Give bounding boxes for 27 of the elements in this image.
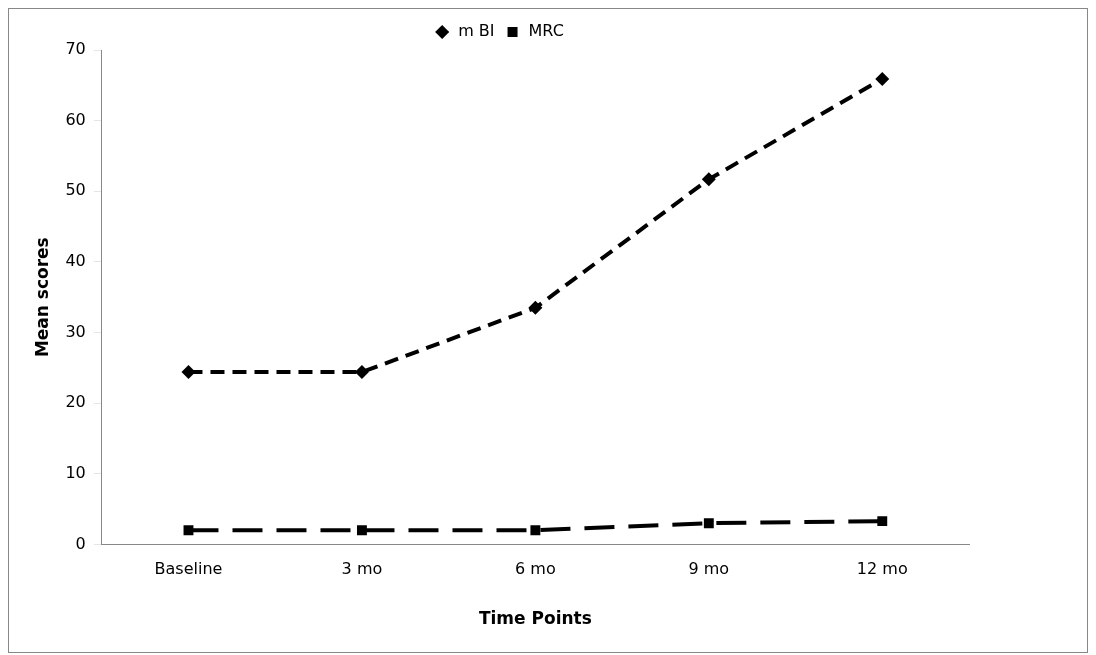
- x-tick-label: 3 mo: [341, 559, 383, 579]
- y-tick-label: 20: [65, 392, 86, 412]
- point: [530, 525, 541, 536]
- y-tick-label: 30: [65, 321, 86, 341]
- y-tick-label: 10: [65, 462, 86, 482]
- y-tick-label: 70: [65, 39, 86, 59]
- legend-label: m BI: [458, 21, 495, 41]
- x-tick-label: 9 mo: [688, 559, 730, 579]
- point: [877, 516, 888, 527]
- x-tick-label: 6 mo: [515, 559, 556, 579]
- x-tick-label: 12 mo: [856, 559, 908, 579]
- y-tick-label: 0: [75, 533, 86, 553]
- point: [875, 71, 890, 86]
- x-tick-label: Baseline: [154, 559, 223, 579]
- y-tick-label: 40: [65, 251, 86, 271]
- y-axis-title: Mean scores: [31, 237, 52, 358]
- y-tick-label: 60: [65, 109, 86, 129]
- point: [528, 300, 543, 315]
- point: [181, 365, 196, 380]
- legend-label: MRC: [528, 21, 564, 41]
- point: [183, 525, 194, 536]
- y-tick-label: 50: [65, 180, 86, 200]
- point: [703, 518, 714, 529]
- point: [354, 365, 369, 380]
- point: [701, 172, 716, 187]
- point: [356, 525, 367, 536]
- x-axis-title: Time Points: [478, 608, 592, 629]
